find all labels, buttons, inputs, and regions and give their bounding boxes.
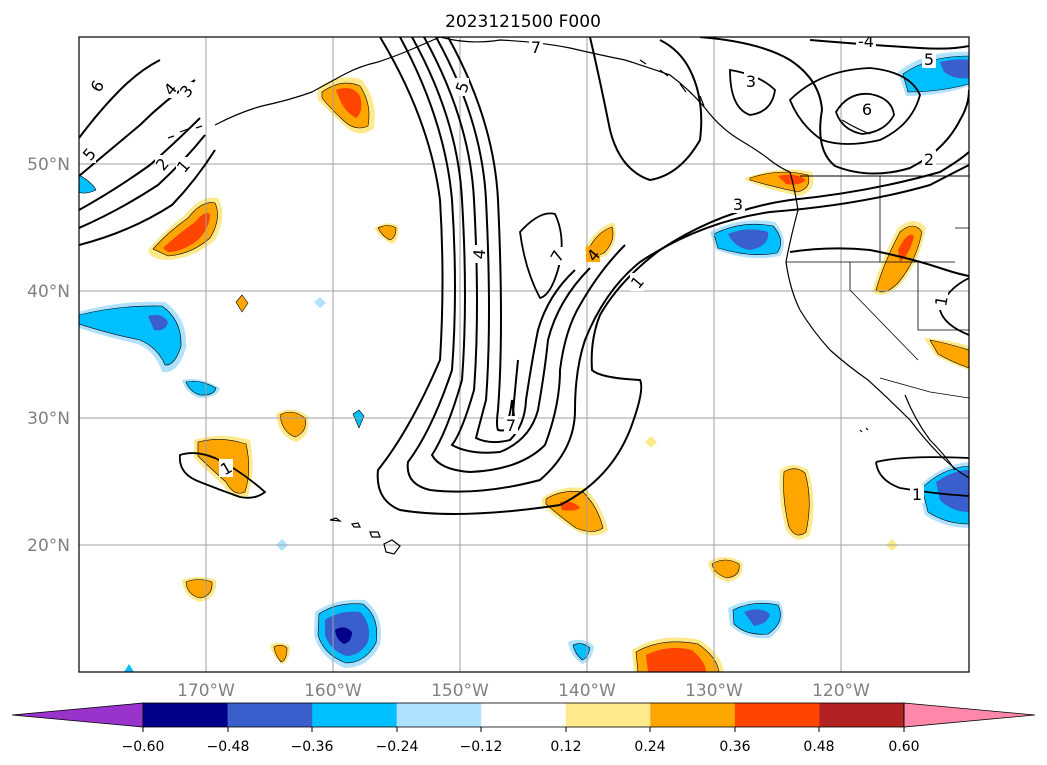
colorbar-ticks xyxy=(142,727,905,732)
colorbar-frame xyxy=(142,702,905,728)
latitude-label: 30°N xyxy=(27,409,70,429)
anomaly-negative xyxy=(352,409,365,429)
colorbar-bin xyxy=(227,703,313,727)
longitude-label: 170°W xyxy=(177,681,235,701)
colorbar-bins xyxy=(143,703,905,727)
anomaly-negative xyxy=(185,380,217,396)
anomaly-positive xyxy=(645,436,657,448)
coastlines xyxy=(167,37,969,555)
contour-label: 3 xyxy=(746,72,756,91)
colorbar-tick-label: −0.48 xyxy=(207,739,250,755)
colorbar-tick-label: −0.12 xyxy=(460,739,503,755)
contour-label: 4 xyxy=(470,248,490,260)
latitude-label: 50°N xyxy=(27,155,70,175)
colorbar-bin xyxy=(143,703,229,727)
colorbar-tick-label: 0.48 xyxy=(803,739,834,755)
map-frame xyxy=(78,36,970,673)
anomaly-positive xyxy=(929,339,969,369)
latitude-label: 20°N xyxy=(27,536,70,556)
contour-lines xyxy=(79,37,969,515)
longitude-labels: 170°W 160°W 150°W 140°W 130°W 120°W xyxy=(177,681,870,701)
anomaly-negative xyxy=(936,470,969,512)
anomaly-positive xyxy=(711,559,740,579)
anomaly-positive xyxy=(273,644,288,663)
anomaly-negative xyxy=(148,314,168,331)
colorbar-bin xyxy=(819,703,905,727)
longitude-label: 120°W xyxy=(812,681,870,701)
colorbar-tick-label: 0.36 xyxy=(719,739,750,755)
anomaly-negative xyxy=(79,174,97,194)
longitude-label: 130°W xyxy=(685,681,743,701)
contour-label: 1 xyxy=(912,485,922,504)
anomaly-positive xyxy=(336,88,362,118)
contour-label: 3 xyxy=(733,195,743,214)
colorbar-tick-label: −0.24 xyxy=(376,739,419,755)
latitude-label: 40°N xyxy=(27,282,70,302)
anomaly-negative xyxy=(124,664,134,672)
anomaly-negative xyxy=(744,609,770,626)
graticule xyxy=(79,37,969,672)
colorbar-tick-label: 0.24 xyxy=(634,739,665,755)
colorbar-bin xyxy=(734,703,820,727)
colorbar-tick-label: 0.60 xyxy=(888,739,919,755)
colorbar-bin xyxy=(312,703,398,727)
colorbar-bin xyxy=(565,703,651,727)
colorbar: −0.60 −0.48 −0.36 −0.24 −0.12 0.12 0.24 … xyxy=(11,702,1036,755)
anomaly-positive xyxy=(377,225,397,241)
anomaly-negative xyxy=(335,627,352,644)
colorbar-bin xyxy=(650,703,736,727)
longitude-label: 160°W xyxy=(304,681,362,701)
contour-label: 2 xyxy=(924,150,934,169)
longitude-label: 150°W xyxy=(431,681,489,701)
contour-label: 7 xyxy=(506,416,516,435)
colorbar-tick-label: 0.12 xyxy=(550,739,581,755)
colorbar-tick-label: −0.60 xyxy=(122,739,165,755)
anomaly-positive xyxy=(783,468,810,536)
contour-label: -4 xyxy=(858,32,874,51)
anomaly-negative xyxy=(728,229,769,250)
longitude-label: 140°W xyxy=(558,681,616,701)
colorbar-under-triangle xyxy=(11,702,144,728)
contour-label: 6 xyxy=(862,100,872,119)
anomaly-positive xyxy=(898,234,914,262)
colorbar-tick-label: −0.36 xyxy=(291,739,334,755)
anomaly-negative xyxy=(314,297,326,308)
anomaly-positive xyxy=(646,647,706,672)
anomaly-positive xyxy=(163,213,210,252)
contour-label: 5 xyxy=(924,50,934,69)
anomaly-positive xyxy=(235,294,249,313)
colorbar-over-triangle xyxy=(903,702,1036,728)
contour-label-group: 6 5 4 3 2 1 7 5 4 7 1 3 3 6 xyxy=(79,32,952,504)
contour-label: 7 xyxy=(531,38,541,57)
latitude-labels: 20°N 30°N 40°N 50°N xyxy=(27,155,70,556)
colorbar-bin xyxy=(396,703,482,727)
contour-label: 1 xyxy=(931,294,951,307)
anomaly-positive xyxy=(545,491,604,532)
anomaly-positive xyxy=(560,501,580,511)
map-title: 2023121500 F000 xyxy=(445,12,601,32)
colorbar-bin xyxy=(481,703,567,727)
anomaly-negative xyxy=(940,59,969,79)
